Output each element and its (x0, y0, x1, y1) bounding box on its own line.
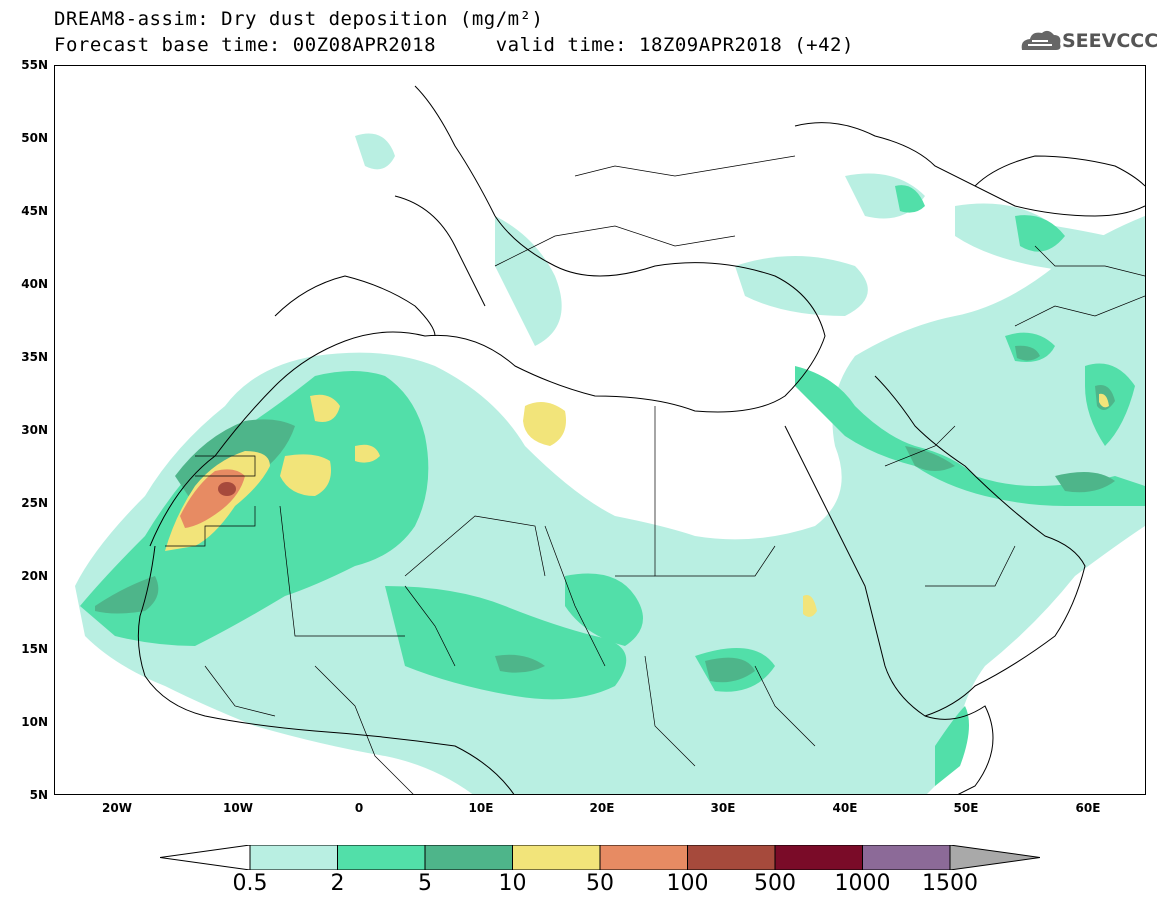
lat-label: 40N (21, 277, 48, 291)
colorbar-over-triangle (949, 845, 1040, 870)
lon-label: 50E (953, 801, 979, 815)
colorbar (160, 845, 1040, 870)
colorbar-level-label: 10 (498, 871, 527, 896)
lon-label: 30E (710, 801, 736, 815)
colorbar-level-label: 1000 (834, 871, 891, 896)
dust-deposition-map (75, 85, 1145, 794)
colorbar-level-label: 100 (666, 871, 709, 896)
colorbar-box (687, 845, 776, 870)
contour-0.5 (75, 133, 1145, 794)
colorbar-level-label: 1500 (922, 871, 978, 896)
lat-label: 45N (21, 204, 48, 218)
colorbar-box (862, 845, 951, 870)
lon-label: 40E (832, 801, 858, 815)
map-area (54, 65, 1146, 795)
colorbar-box (512, 845, 601, 870)
lat-label: 10N (21, 715, 48, 729)
colorbar-box (599, 845, 688, 870)
colorbar-box (337, 845, 426, 870)
colorbar-level-label: 5 (418, 871, 432, 896)
colorbar-level-label: 50 (586, 871, 614, 896)
colorbar-under-triangle (160, 845, 251, 870)
contour-2 (80, 185, 1145, 786)
lat-label: 25N (21, 496, 48, 510)
colorbar-box (424, 845, 513, 870)
coastlines (137, 85, 1145, 794)
contour-100 (218, 482, 236, 496)
colorbar-level-label: 500 (754, 871, 796, 896)
lon-label: 20W (102, 801, 132, 815)
colorbar-level-label: 0.5 (232, 871, 268, 896)
forecast-times: Forecast base time: 00Z08APR2018 valid t… (54, 34, 854, 56)
lon-label: 60E (1075, 801, 1101, 815)
lon-label: 20E (589, 801, 615, 815)
lat-label: 50N (21, 131, 48, 145)
lat-label: 20N (21, 569, 48, 583)
country-borders (165, 155, 1145, 794)
colorbar-level-label: 2 (330, 871, 345, 896)
lat-label: 5N (29, 788, 48, 802)
cloud-logo-icon (1021, 30, 1061, 50)
lat-label: 30N (21, 423, 48, 437)
colorbar-box (774, 845, 863, 870)
colorbar-box (249, 845, 338, 870)
lat-label: 55N (21, 58, 48, 72)
lat-label: 15N (21, 642, 48, 656)
map-title: DREAM8-assim: Dry dust deposition (mg/m²… (54, 8, 544, 30)
lon-label: 10E (468, 801, 494, 815)
lon-label: 10W (223, 801, 253, 815)
logo-text: SEEVCCC (1062, 30, 1159, 52)
lat-label: 35N (21, 350, 48, 364)
lon-label: 0 (354, 801, 364, 815)
